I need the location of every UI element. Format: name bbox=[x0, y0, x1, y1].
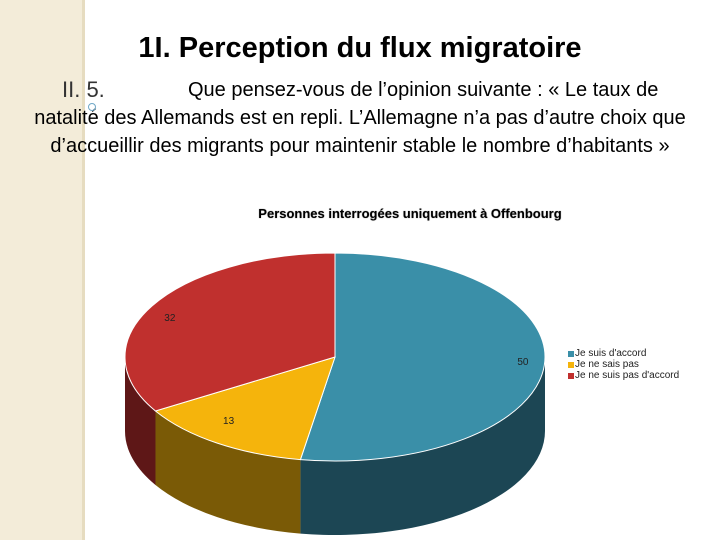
pie-slice-side bbox=[155, 410, 301, 534]
question-text: natalité des Allemands est en repli. L’A… bbox=[34, 107, 686, 157]
slide-title: 1I. Perception du flux migratoire bbox=[138, 32, 582, 64]
legend-swatch bbox=[568, 350, 574, 357]
legend-label: Je ne suis pas d'accord bbox=[575, 370, 680, 381]
legend-item: Je ne suis pas d'accord bbox=[568, 370, 679, 381]
pie-slice bbox=[124, 252, 336, 412]
pie-value-label: 13 bbox=[223, 415, 235, 427]
pie-slice-side bbox=[300, 357, 545, 535]
decorative-left-band bbox=[0, 0, 82, 540]
pie-slice bbox=[154, 356, 336, 461]
chart-title: Personnes interrogées uniquement à Offen… bbox=[258, 206, 562, 221]
legend-item: Je suis d'accord bbox=[568, 348, 679, 359]
question-line-1: Que pensez-vous de l’opinion suivante : … bbox=[188, 79, 659, 101]
legend-item: Je ne sais pas bbox=[568, 359, 679, 370]
question-block: II. 5. Que pensez-vous de l’opinion suiv… bbox=[0, 76, 720, 160]
legend-swatch bbox=[568, 372, 574, 379]
question-number: II. 5. bbox=[62, 77, 105, 102]
decorative-left-rule bbox=[82, 0, 85, 540]
pie-value-label: 32 bbox=[164, 312, 176, 324]
pie-value-label: 50 bbox=[517, 357, 529, 369]
legend-label: Je suis d'accord bbox=[575, 348, 647, 359]
pie-slice bbox=[299, 252, 546, 462]
pie-slice-side bbox=[125, 357, 156, 485]
chart-legend: Je suis d'accord Je ne sais pas Je ne su… bbox=[568, 348, 679, 381]
legend-swatch bbox=[568, 361, 574, 368]
bullet-icon bbox=[88, 103, 96, 111]
legend-label: Je ne sais pas bbox=[575, 359, 639, 370]
